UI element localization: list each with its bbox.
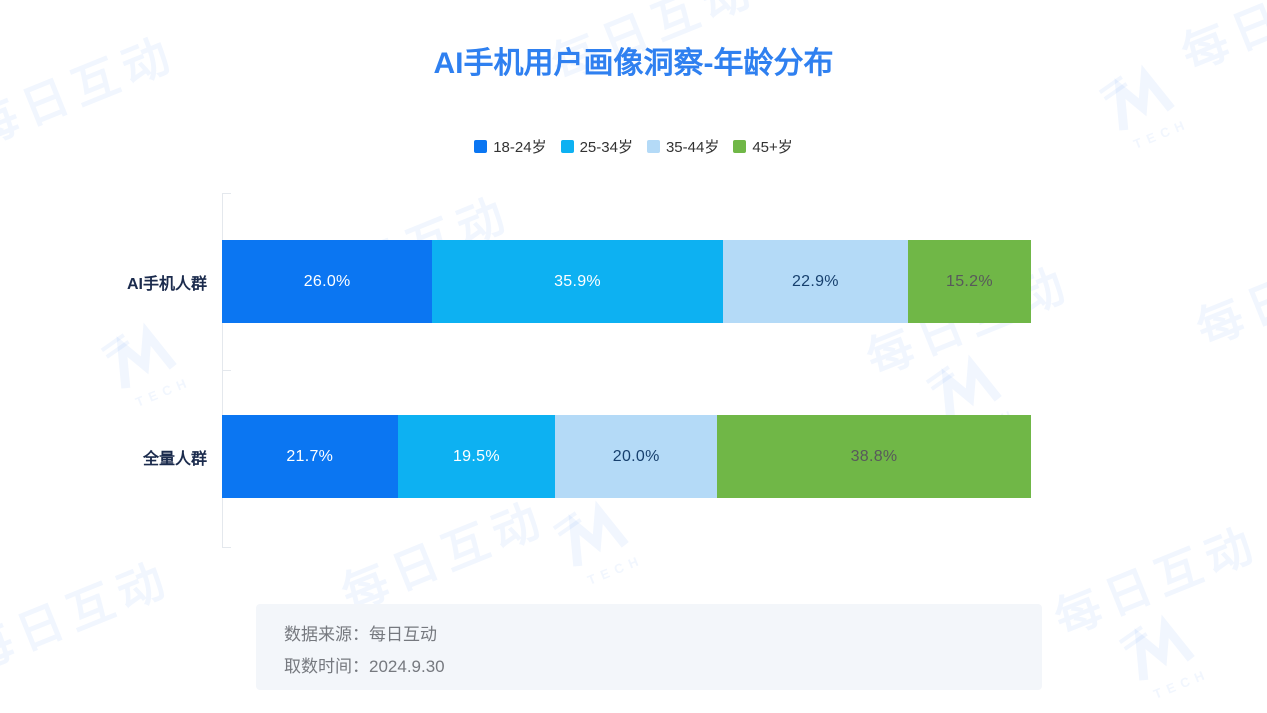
legend-label: 25-34岁	[579, 139, 633, 156]
legend-item-4[interactable]: 45+岁	[733, 136, 793, 157]
bar-value-label: 38.8%	[850, 447, 898, 465]
legend-swatch-icon	[560, 140, 574, 153]
bar-value-label: 15.2%	[946, 272, 993, 290]
data-date-label: 取数时间：	[284, 657, 369, 676]
data-source-value: 每日互动	[369, 625, 437, 644]
legend-swatch-icon	[474, 140, 488, 153]
bar-segment: 21.7%	[222, 415, 398, 498]
y-axis-tick	[222, 370, 231, 371]
data-source-box: 数据来源：每日互动 取数时间：2024.9.30	[256, 604, 1042, 690]
y-axis-tick	[222, 547, 231, 548]
data-date-line: 取数时间：2024.9.30	[284, 651, 1042, 683]
stacked-bar-row: 26.0% 35.9% 22.9% 15.2%	[222, 240, 1031, 323]
legend-item-2[interactable]: 25-34岁	[560, 136, 633, 157]
legend-swatch-icon	[733, 140, 747, 153]
page-title: AI手机用户画像洞察-年龄分布	[433, 47, 834, 80]
bar-value-label: 21.7%	[286, 447, 334, 465]
data-source-label: 数据来源：	[284, 625, 369, 644]
legend-label: 18-24岁	[493, 139, 547, 156]
bar-segment: 20.0%	[555, 415, 718, 498]
bar-segment: 22.9%	[722, 240, 908, 323]
category-label: 全量人群	[142, 450, 207, 468]
category-label: AI手机人群	[126, 275, 207, 293]
bar-value-label: 26.0%	[303, 272, 351, 290]
legend-item-3[interactable]: 35-44岁	[646, 136, 720, 157]
bar-segment: 38.8%	[717, 415, 1031, 498]
stacked-bar-row: 21.7% 19.5% 20.0% 38.8%	[222, 415, 1031, 498]
data-date-value: 2024.9.30	[369, 657, 445, 676]
bar-value-label: 20.0%	[612, 447, 660, 465]
bar-value-label: 19.5%	[452, 447, 500, 465]
y-axis-tick	[222, 193, 231, 194]
legend-label: 35-44岁	[665, 139, 720, 156]
bar-segment: 15.2%	[908, 240, 1031, 323]
bar-segment: 19.5%	[397, 415, 556, 498]
legend-swatch-icon	[646, 140, 660, 153]
bar-value-label: 22.9%	[791, 272, 839, 290]
legend-item-1[interactable]: 18-24岁	[474, 136, 547, 157]
legend-label: 45+岁	[752, 139, 793, 156]
legend: 18-24岁 25-34岁 35-44岁 45+岁	[0, 136, 1267, 157]
bar-segment: 26.0%	[222, 240, 433, 323]
data-source-line: 数据来源：每日互动	[284, 619, 1042, 651]
bar-value-label: 35.9%	[554, 272, 601, 290]
bar-segment: 35.9%	[432, 240, 723, 323]
